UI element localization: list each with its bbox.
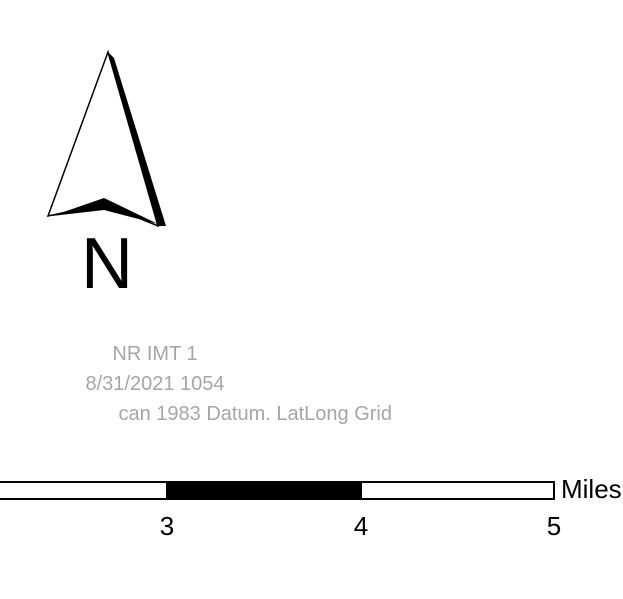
scale-units-label: Miles <box>561 474 622 504</box>
north-arrow-icon <box>46 49 166 228</box>
scale-segment-3-4 <box>166 481 362 500</box>
scale-segment-4-5 <box>360 481 555 500</box>
scale-tick-label: 3 <box>159 511 175 541</box>
north-letter: N <box>81 224 133 304</box>
north-arrow-base <box>52 198 158 224</box>
scale-tick-label: 4 <box>353 511 369 541</box>
scale-tick-label: 5 <box>546 511 562 541</box>
scale-bar <box>0 481 555 500</box>
map-datum-text: can 1983 Datum. LatLong Grid <box>118 403 392 425</box>
scale-segment-2-3 <box>0 481 168 500</box>
map-datum-note: can 1983 Datum. LatLong Grid <box>0 402 392 426</box>
north-arrow-shadow <box>108 52 166 226</box>
map-title: NR IMT 1 <box>112 343 198 365</box>
map-date: 8/31/2021 1054 <box>85 373 225 395</box>
